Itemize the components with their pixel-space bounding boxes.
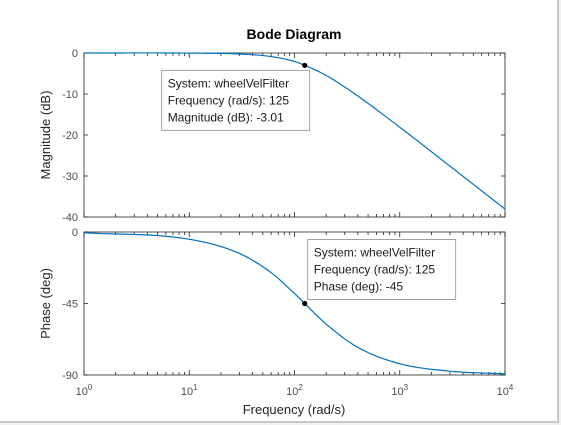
phase-datatip-box[interactable] [307, 239, 457, 300]
xtick-label-base: 10 [181, 386, 193, 398]
phase-axes: 0 -45 -90 Phase (deg) System: wheelVelFilter… [38, 227, 506, 382]
phase-datatip-line: System: wheelVelFilter [314, 246, 435, 260]
magnitude-y-axis-label: Magnitude (dB) [38, 91, 53, 180]
xtick-label: 102 [286, 383, 303, 398]
phase-ytick-label: -90 [62, 370, 78, 382]
xtick-label-exponent: 0 [88, 383, 93, 392]
phase-y-axis-label: Phase (deg) [38, 268, 53, 339]
x-axis-label: Frequency (rad/s) [243, 402, 346, 417]
magnitude-datatip-line: System: wheelVelFilter [168, 76, 289, 90]
phase-datatip-marker[interactable] [302, 300, 308, 307]
magnitude-ytick-label: -10 [62, 89, 78, 101]
xtick-label-base: 10 [76, 386, 88, 398]
phase-datatip-line: Phase (deg): -45 [314, 280, 404, 294]
magnitude-datatip-marker[interactable] [302, 62, 308, 68]
xtick-label: 100 [76, 383, 93, 398]
xtick-label-exponent: 3 [404, 383, 409, 392]
magnitude-ytick-label: -20 [62, 130, 78, 142]
xtick-label: 104 [497, 383, 514, 398]
phase-series-line [83, 232, 506, 375]
chart-title: Bode Diagram [247, 26, 342, 42]
phase-ytick-label: -45 [62, 299, 78, 311]
magnitude-ytick-label: -40 [62, 212, 78, 224]
magnitude-series-line [84, 52, 506, 210]
magnitude-axes: 0 -10 -20 -30 -40 Magnitude (dB) System: wheel… [38, 48, 506, 224]
magnitude-datatip-line: Magnitude (dB): -3.01 [168, 110, 284, 124]
xtick-label: 103 [391, 383, 408, 398]
magnitude-datatip-line: Frequency (rad/s): 125 [168, 93, 290, 107]
magnitude-ytick-label: -30 [62, 171, 78, 183]
phase-ytick-label: 0 [72, 227, 78, 239]
xtick-label-exponent: 4 [509, 383, 514, 392]
magnitude-datatip-box[interactable] [161, 69, 311, 131]
xtick-label: 101 [181, 383, 198, 398]
xtick-label-base: 10 [391, 386, 403, 398]
xtick-label-exponent: 1 [193, 383, 198, 392]
magnitude-ytick-label: 0 [72, 48, 78, 60]
xtick-label-base: 10 [497, 386, 509, 398]
phase-datatip-line: Frequency (rad/s): 125 [314, 263, 436, 277]
xtick-label-base: 10 [286, 386, 298, 398]
xtick-label-exponent: 2 [298, 383, 303, 392]
